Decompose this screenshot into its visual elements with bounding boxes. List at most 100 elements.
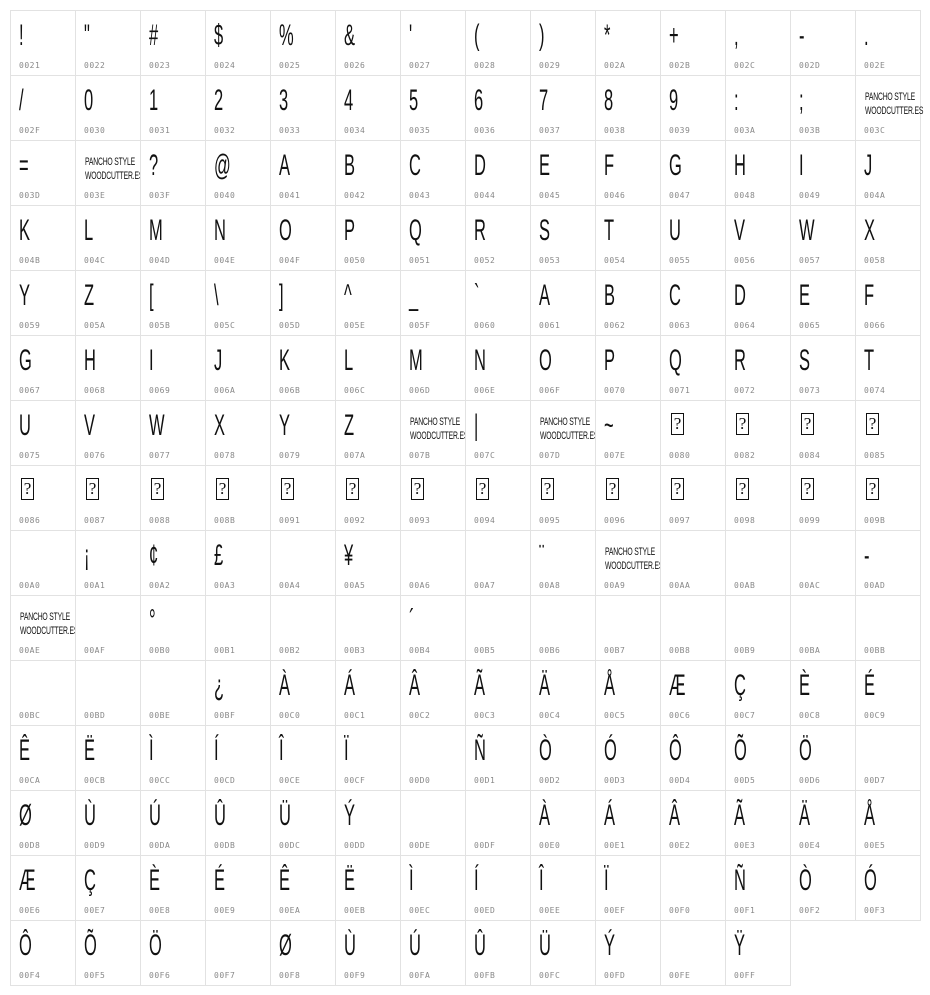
glyph-cell-0036[interactable]: 6 0036 [465,75,531,141]
glyph-cell-007D[interactable]: PANCHO STYLE WOODCUTTER.ES 007D [530,400,598,466]
glyph-cell-0032[interactable]: 2 0032 [205,75,271,141]
glyph-cell-0057[interactable]: W 0057 [790,205,856,271]
glyph-cell-0043[interactable]: C 0043 [400,140,466,206]
glyph-cell-00CE[interactable]: Î 00CE [270,725,336,791]
glyph-cell-00AB[interactable]: 00AB [725,530,791,596]
glyph-cell-00A5[interactable]: ¥00A5 [335,530,401,596]
glyph-cell-0073[interactable]: S 0073 [790,335,856,401]
glyph-cell-00E1[interactable]: Á 00E1 [595,790,661,856]
glyph-cell-004F[interactable]: O 004F [270,205,336,271]
glyph-cell-00DF[interactable]: 00DF [465,790,531,856]
glyph-cell-0053[interactable]: S 0053 [530,205,596,271]
glyph-cell-005D[interactable]: ] 005D [270,270,336,336]
glyph-cell-0084[interactable]: ? 0084 [790,400,856,466]
glyph-cell-0064[interactable]: D 0064 [725,270,791,336]
glyph-cell-00D2[interactable]: Ò 00D2 [530,725,596,791]
glyph-cell-00AA[interactable]: 00AA [660,530,726,596]
glyph-cell-00A0[interactable]: 00A0 [10,530,76,596]
glyph-cell-0094[interactable]: ? 0094 [465,465,531,531]
glyph-cell-00E4[interactable]: Ä 00E4 [790,790,856,856]
glyph-cell-006B[interactable]: K 006B [270,335,336,401]
glyph-cell-0085[interactable]: ? 0085 [855,400,921,466]
glyph-cell-00AD[interactable]: - 00AD [855,530,921,596]
glyph-cell-00C4[interactable]: Ä 00C4 [530,660,596,726]
glyph-cell-0031[interactable]: 1 0031 [140,75,206,141]
glyph-cell-00D5[interactable]: Õ 00D5 [725,725,791,791]
glyph-cell-007C[interactable]: | 007C [465,400,531,466]
glyph-cell-006F[interactable]: O 006F [530,335,596,401]
glyph-cell-00F6[interactable]: Ö 00F6 [140,920,206,986]
glyph-cell-00D1[interactable]: Ñ 00D1 [465,725,531,791]
glyph-cell-0065[interactable]: E 0065 [790,270,856,336]
glyph-cell-0058[interactable]: X 0058 [855,205,921,271]
glyph-cell-0079[interactable]: Y 0079 [270,400,336,466]
glyph-cell-0061[interactable]: A 0061 [530,270,596,336]
glyph-cell-00E6[interactable]: Æ 00E6 [10,855,76,921]
glyph-cell-00DB[interactable]: Û 00DB [205,790,271,856]
glyph-cell-00F0[interactable]: 00F0 [660,855,726,921]
glyph-cell-0030[interactable]: 0 0030 [75,75,141,141]
glyph-cell-0097[interactable]: ? 0097 [660,465,726,531]
glyph-cell-00A4[interactable]: 00A4 [270,530,336,596]
glyph-cell-006A[interactable]: J 006A [205,335,271,401]
glyph-cell-00D6[interactable]: Ö 00D6 [790,725,856,791]
glyph-cell-00ED[interactable]: Í 00ED [465,855,531,921]
glyph-cell-002E[interactable]: . 002E [855,10,921,76]
glyph-cell-0021[interactable]: ! 0021 [10,10,76,76]
glyph-cell-0047[interactable]: G 0047 [660,140,726,206]
glyph-cell-00E0[interactable]: À 00E0 [530,790,596,856]
glyph-cell-003D[interactable]: = 003D [10,140,76,206]
glyph-cell-00B9[interactable]: 00B9 [725,595,791,661]
glyph-cell-00EC[interactable]: Ì 00EC [400,855,466,921]
glyph-cell-00FF[interactable]: Ÿ 00FF [725,920,791,986]
glyph-cell-00A7[interactable]: 00A7 [465,530,531,596]
glyph-cell-0035[interactable]: 5 0035 [400,75,466,141]
glyph-cell-006E[interactable]: N 006E [465,335,531,401]
glyph-cell-0068[interactable]: H 0068 [75,335,141,401]
glyph-cell-0042[interactable]: B 0042 [335,140,401,206]
glyph-cell-0077[interactable]: W 0077 [140,400,206,466]
glyph-cell-00AF[interactable]: 00AF [75,595,141,661]
glyph-cell-006D[interactable]: M 006D [400,335,466,401]
glyph-cell-00C1[interactable]: Á 00C1 [335,660,401,726]
glyph-cell-0076[interactable]: V 0076 [75,400,141,466]
glyph-cell-005C[interactable]: \ 005C [205,270,271,336]
glyph-cell-00E3[interactable]: Ã 00E3 [725,790,791,856]
glyph-cell-0060[interactable]: ` 0060 [465,270,531,336]
glyph-cell-0028[interactable]: (0028 [465,10,531,76]
glyph-cell-006C[interactable]: L 006C [335,335,401,401]
glyph-cell-0095[interactable]: ? 0095 [530,465,596,531]
glyph-cell-00DD[interactable]: Ý 00DD [335,790,401,856]
glyph-cell-0052[interactable]: R 0052 [465,205,531,271]
glyph-cell-00EA[interactable]: Ê 00EA [270,855,336,921]
glyph-cell-004C[interactable]: L 004C [75,205,141,271]
glyph-cell-00C8[interactable]: È 00C8 [790,660,856,726]
glyph-cell-00A1[interactable]: ¡ 00A1 [75,530,141,596]
glyph-cell-00CD[interactable]: Í 00CD [205,725,271,791]
glyph-cell-00CA[interactable]: Ê 00CA [10,725,76,791]
glyph-cell-0070[interactable]: P 0070 [595,335,661,401]
glyph-cell-00C5[interactable]: Å 00C5 [595,660,661,726]
glyph-cell-0038[interactable]: 8 0038 [595,75,661,141]
glyph-cell-0048[interactable]: H 0048 [725,140,791,206]
glyph-cell-00D4[interactable]: Ô 00D4 [660,725,726,791]
glyph-cell-009B[interactable]: ? 009B [855,465,921,531]
glyph-cell-00A9[interactable]: PANCHO STYLE WOODCUTTER.ES 00A9 [595,530,663,596]
glyph-cell-005A[interactable]: Z 005A [75,270,141,336]
glyph-cell-00E5[interactable]: Å 00E5 [855,790,921,856]
glyph-cell-00C2[interactable]: Â 00C2 [400,660,466,726]
glyph-cell-0082[interactable]: ? 0082 [725,400,791,466]
glyph-cell-002A[interactable]: * 002A [595,10,661,76]
glyph-cell-0075[interactable]: U 0075 [10,400,76,466]
glyph-cell-0051[interactable]: Q 0051 [400,205,466,271]
glyph-cell-005B[interactable]: [005B [140,270,206,336]
glyph-cell-004D[interactable]: M 004D [140,205,206,271]
glyph-cell-00CC[interactable]: Ì 00CC [140,725,206,791]
glyph-cell-0054[interactable]: T 0054 [595,205,661,271]
glyph-cell-0034[interactable]: 4 0034 [335,75,401,141]
glyph-cell-00F3[interactable]: Ó 00F3 [855,855,921,921]
glyph-cell-00A6[interactable]: 00A6 [400,530,466,596]
glyph-cell-003A[interactable]: : 003A [725,75,791,141]
glyph-cell-00BC[interactable]: 00BC [10,660,76,726]
glyph-cell-0056[interactable]: V 0056 [725,205,791,271]
